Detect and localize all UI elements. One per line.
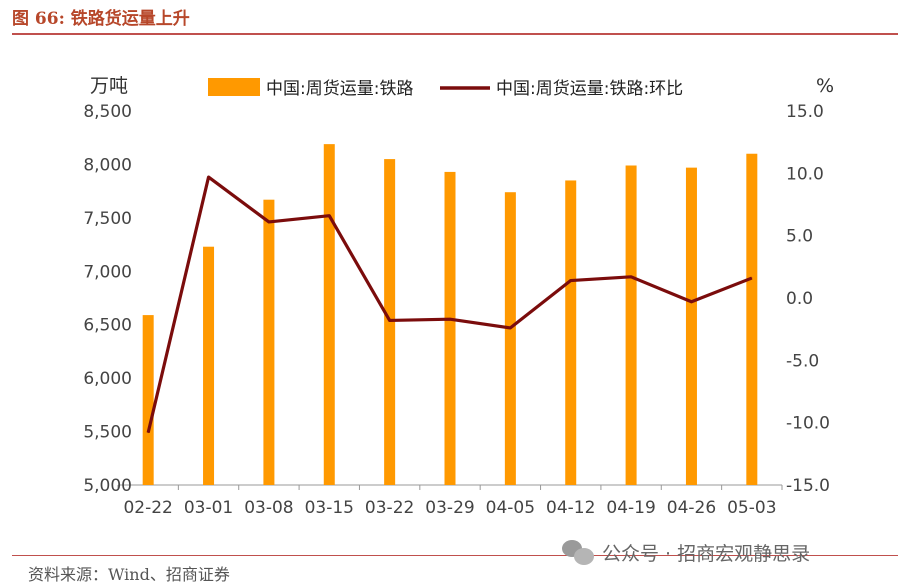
legend-label-bar: 中国:周货运量:铁路 (266, 79, 413, 99)
y-right-tick-label: 5.0 (786, 227, 813, 247)
y-left-tick-label: 6,500 (83, 316, 132, 336)
bar-03-15 (323, 144, 335, 485)
footer-divider (12, 555, 898, 556)
y-left-tick-label: 8,500 (83, 102, 132, 122)
title-divider (12, 33, 898, 35)
x-tick-label: 05-03 (727, 498, 776, 518)
wechat-icon (562, 538, 596, 566)
bar-03-01 (203, 246, 215, 485)
line-point-02-22 (147, 432, 149, 434)
y-right-tick-label: -10.0 (786, 414, 830, 434)
bar-04-26 (685, 167, 697, 486)
line-point-03-29 (449, 318, 451, 320)
watermark: 公众号 · 招商宏观静思录 (562, 538, 810, 566)
line-point-03-01 (208, 176, 210, 178)
x-tick-label: 03-01 (184, 498, 233, 518)
y-left-tick-label: 5,000 (83, 476, 132, 496)
line-point-05-03 (751, 277, 753, 279)
y-right-tick-label: 15.0 (786, 102, 824, 122)
x-tick-label: 03-08 (244, 498, 293, 518)
x-tick-label: 04-05 (486, 498, 535, 518)
bar-04-19 (625, 165, 637, 486)
bar-03-22 (384, 159, 396, 486)
y-right-tick-label: -5.0 (786, 351, 819, 371)
legend-label-line: 中国:周货运量:铁路:环比 (496, 79, 683, 99)
y-right-unit: % (816, 75, 834, 97)
y-left-tick-label: 8,000 (83, 155, 132, 175)
y-right-tick-label: 10.0 (786, 164, 824, 184)
bar-05-03 (746, 153, 758, 485)
y-left-tick-label: 6,000 (83, 369, 132, 389)
y-left-tick-label: 7,500 (83, 209, 132, 229)
x-tick-label: 02-22 (123, 498, 172, 518)
y-right-tick-label: 0.0 (786, 289, 813, 309)
legend-swatch-bar (208, 78, 260, 96)
bar-03-08 (263, 199, 275, 486)
line-point-03-22 (389, 319, 391, 321)
x-tick-label: 04-12 (546, 498, 595, 518)
x-tick-label: 03-29 (425, 498, 474, 518)
figure-title: 图 66: 铁路货运量上升 (12, 9, 190, 29)
x-tick-label: 04-26 (667, 498, 716, 518)
line-point-03-08 (268, 221, 270, 223)
y-left-unit: 万吨 (90, 75, 128, 97)
line-point-04-12 (570, 280, 572, 282)
line-point-04-05 (509, 327, 511, 329)
bar-02-22 (142, 315, 154, 485)
line-point-03-15 (328, 215, 330, 217)
line-point-04-19 (630, 276, 632, 278)
x-tick-label: 03-15 (305, 498, 354, 518)
bar-03-29 (444, 171, 456, 485)
line-point-04-26 (690, 301, 692, 303)
source-note: 资料来源：Wind、招商证券 (28, 565, 230, 584)
y-right-tick-label: -15.0 (786, 476, 830, 496)
x-tick-label: 03-22 (365, 498, 414, 518)
y-left-tick-label: 7,000 (83, 262, 132, 282)
y-left-tick-label: 5,500 (83, 423, 132, 443)
bar-04-05 (504, 192, 516, 485)
x-tick-label: 04-19 (606, 498, 655, 518)
bar-04-12 (565, 180, 577, 485)
watermark-text: 公众号 · 招商宏观静思录 (602, 542, 811, 565)
